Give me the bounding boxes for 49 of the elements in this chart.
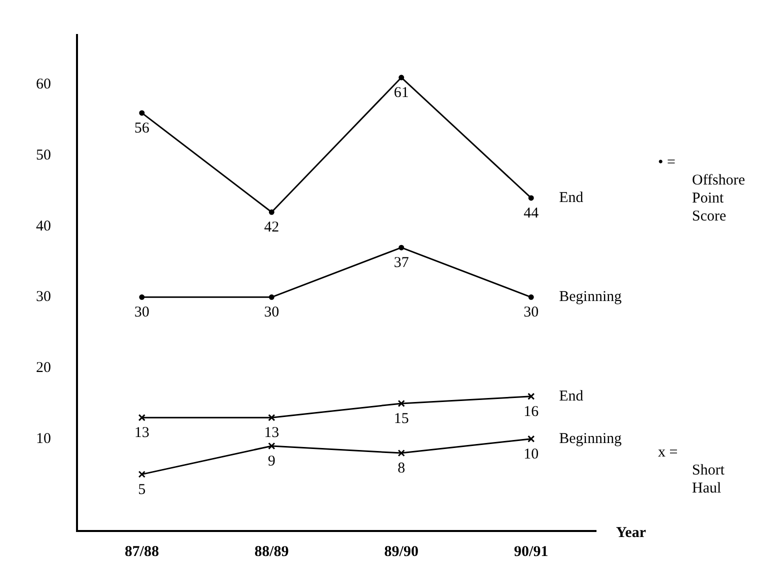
data-label: 44 <box>524 205 540 222</box>
data-label: 56 <box>134 120 150 136</box>
x-tick-label: 87/88 <box>124 544 159 560</box>
data-label: 16 <box>524 404 540 420</box>
data-label: 30 <box>264 304 280 321</box>
point <box>528 294 534 300</box>
y-tick-label: 50 <box>36 147 51 164</box>
data-label: 13 <box>264 425 280 442</box>
point <box>138 414 146 422</box>
data-label: 5 <box>138 482 146 498</box>
data-label: 8 <box>398 460 406 476</box>
point <box>139 294 145 300</box>
series-label: Beginning <box>559 430 622 447</box>
point <box>268 294 274 300</box>
data-label: 30 <box>524 304 539 321</box>
series-label: End <box>559 388 584 404</box>
y-tick-label: 10 <box>36 430 51 447</box>
point <box>398 400 405 408</box>
point <box>528 392 535 400</box>
x-axis-title: Year <box>616 524 646 541</box>
x-tick-label: 90/91 <box>514 544 548 560</box>
x-tick-label: 89/90 <box>384 544 418 560</box>
x-tick-label: 88/89 <box>254 544 289 560</box>
point <box>398 244 404 250</box>
data-label: 37 <box>394 255 410 272</box>
data-label: 42 <box>264 220 280 236</box>
point <box>139 110 145 116</box>
data-label: 13 <box>134 425 150 442</box>
point <box>268 414 276 422</box>
y-tick-label: 30 <box>36 289 51 306</box>
series-label: End <box>559 190 584 206</box>
y-tick-label: 40 <box>36 218 51 234</box>
data-label: 10 <box>524 446 539 462</box>
point <box>398 449 405 457</box>
text: x = Short Haul <box>658 444 726 496</box>
point <box>528 195 534 201</box>
y-tick-label: 20 <box>36 360 51 376</box>
point <box>268 209 274 215</box>
data-label: 15 <box>394 410 409 427</box>
data-label: 61 <box>394 84 409 101</box>
data-label: 30 <box>134 304 150 321</box>
y-tick-label: 60 <box>36 76 51 93</box>
point <box>138 470 146 478</box>
point <box>268 442 276 450</box>
point <box>528 435 535 442</box>
data-label: 9 <box>268 453 276 470</box>
point <box>398 74 404 80</box>
text: • = Offshore Point Score <box>658 154 746 224</box>
series-label: Beginning <box>559 289 622 306</box>
